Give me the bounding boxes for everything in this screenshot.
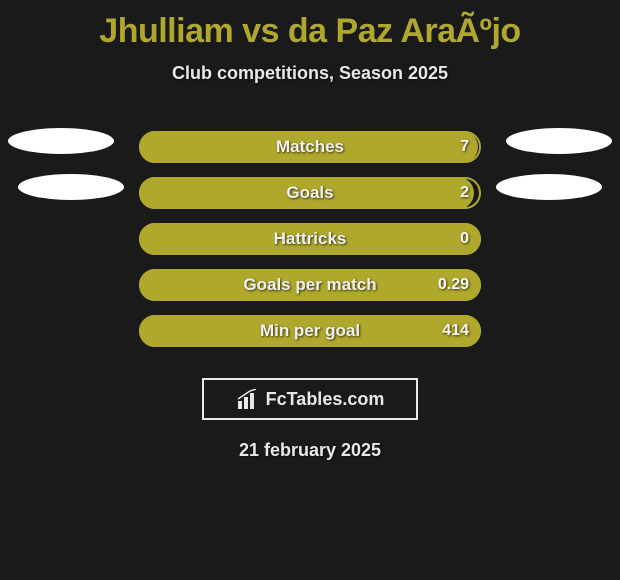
stat-bar: Matches 7 (139, 131, 481, 163)
stat-row-mpg: Min per goal 414 (0, 308, 620, 354)
page-title: Jhulliam vs da Paz AraÃºjo (0, 0, 620, 51)
stat-row-hattricks: Hattricks 0 (0, 216, 620, 262)
stat-bar: Min per goal 414 (139, 315, 481, 347)
page-subtitle: Club competitions, Season 2025 (0, 63, 620, 84)
ellipse-right-icon (506, 128, 612, 154)
stat-value: 0 (460, 230, 469, 248)
chart-icon (236, 389, 260, 409)
stat-value: 7 (460, 138, 469, 156)
stat-label: Hattricks (274, 229, 347, 249)
stat-row-gpm: Goals per match 0.29 (0, 262, 620, 308)
stats-container: Matches 7 Goals 2 Hattricks 0 Goals per … (0, 124, 620, 354)
date-text: 21 february 2025 (0, 440, 620, 461)
stat-label: Goals (286, 183, 333, 203)
stat-bar: Goals 2 (139, 177, 481, 209)
stat-bar: Hattricks 0 (139, 223, 481, 255)
logo-box: FcTables.com (202, 378, 418, 420)
ellipse-right-icon (496, 174, 602, 200)
stat-value: 414 (442, 322, 469, 340)
stat-bar: Goals per match 0.29 (139, 269, 481, 301)
stat-value: 2 (460, 184, 469, 202)
logo-text: FcTables.com (266, 389, 385, 410)
ellipse-left-icon (18, 174, 124, 200)
ellipse-left-icon (8, 128, 114, 154)
stat-row-goals: Goals 2 (0, 170, 620, 216)
stat-value: 0.29 (438, 276, 469, 294)
stat-label: Min per goal (260, 321, 360, 341)
stat-label: Goals per match (243, 275, 376, 295)
stat-row-matches: Matches 7 (0, 124, 620, 170)
stat-label: Matches (276, 137, 344, 157)
